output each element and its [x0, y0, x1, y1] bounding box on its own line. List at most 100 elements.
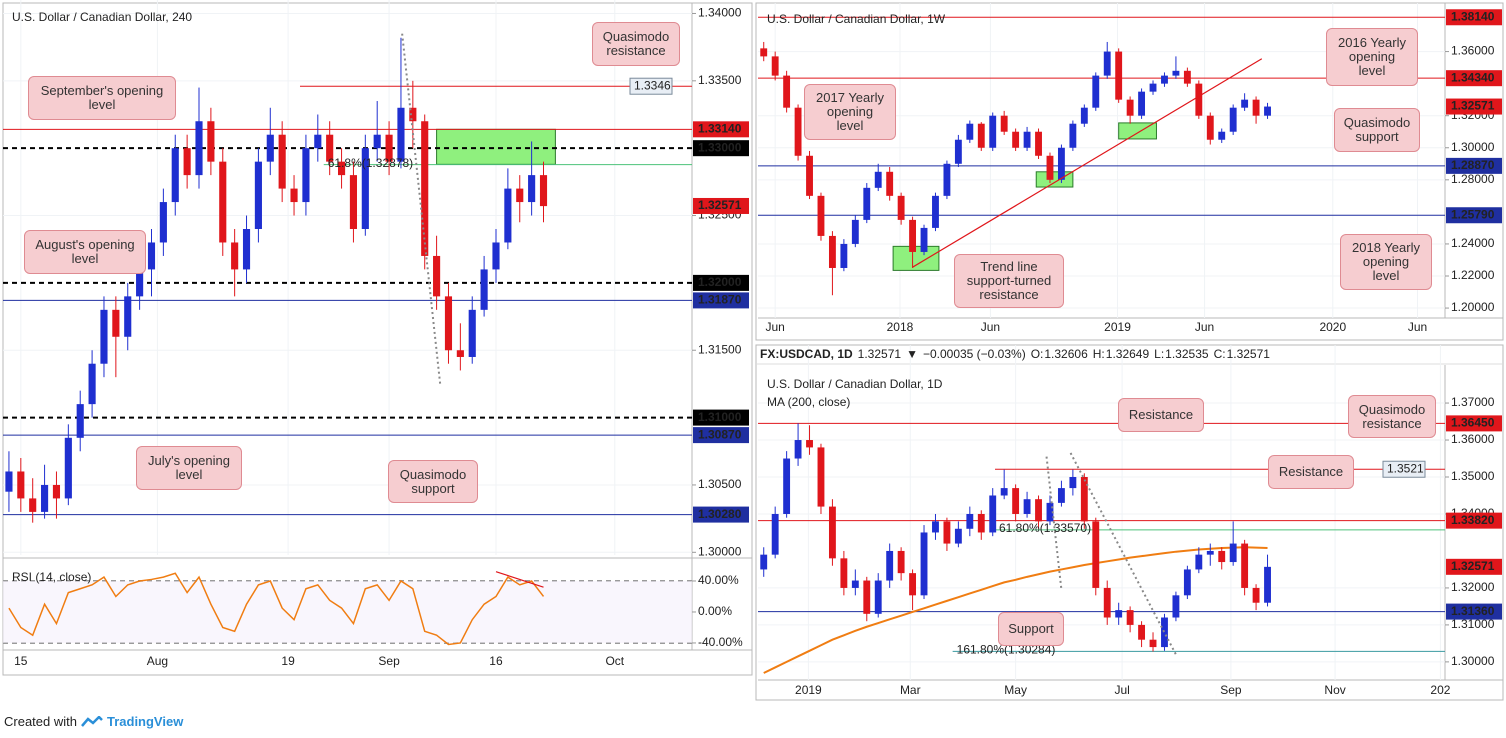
candle-body	[171, 148, 179, 203]
candle-body	[468, 309, 476, 357]
y-tick-label: 1.30500	[698, 477, 742, 491]
candle-body	[943, 163, 951, 196]
callout: Quasimodo resistance	[592, 22, 680, 66]
x-tick-label: Nov	[1324, 683, 1345, 697]
candle-body	[539, 175, 548, 207]
candle-body	[954, 139, 962, 164]
x-tick-label: 2020	[1319, 320, 1346, 334]
candle-body	[1000, 488, 1008, 496]
candle-body	[1069, 123, 1077, 148]
price-tag: 1.3521	[1387, 461, 1424, 475]
candle-body	[840, 243, 848, 268]
candle-body	[492, 242, 500, 270]
candle-body	[909, 219, 917, 252]
price-label: 1.38140	[1451, 9, 1495, 23]
x-tick-label: 2019	[795, 683, 822, 697]
candle-body	[1252, 99, 1260, 116]
level-label: 161.80%(1.30284)	[957, 643, 1056, 657]
candle-body	[977, 513, 985, 533]
price-label: 1.28870	[1451, 158, 1495, 172]
candle-body	[231, 242, 239, 270]
candle-body	[349, 175, 358, 230]
candle-body	[1126, 610, 1134, 625]
candle-body	[52, 484, 61, 499]
candle-body	[863, 580, 871, 614]
plot	[3, 571, 692, 646]
candle-body	[1057, 147, 1065, 180]
candle-body	[100, 309, 108, 364]
header-c: 1.32571	[1227, 347, 1271, 361]
y-tick-label: 1.36000	[1451, 432, 1495, 446]
candle-body	[361, 148, 369, 230]
trend-line	[401, 33, 442, 385]
price-label: 1.32571	[698, 198, 742, 212]
price-label-box	[1446, 415, 1502, 432]
callout: July's opening level	[136, 446, 242, 490]
candle-body	[254, 161, 262, 230]
level-label: 61.80%(1.33570)	[999, 521, 1091, 535]
candle-body	[932, 521, 939, 533]
rsi-line	[8, 572, 545, 646]
candle-body	[966, 513, 974, 529]
callout: Resistance	[1268, 455, 1354, 489]
y-tick-label: 1.30000	[1451, 140, 1495, 154]
candle-body	[480, 269, 488, 310]
candle-body	[1080, 477, 1088, 522]
price-label-box	[693, 121, 749, 138]
candle-body	[897, 550, 905, 574]
candle-body	[760, 554, 768, 570]
price-label-box	[1446, 603, 1502, 620]
callout: Quasimodo support	[1334, 108, 1420, 152]
candle-body	[897, 195, 905, 220]
candle-body	[1138, 624, 1146, 640]
candle-body	[828, 235, 836, 268]
candle-body	[1241, 543, 1249, 588]
candle-body	[1115, 610, 1123, 618]
candle-body	[195, 121, 203, 176]
logo	[81, 715, 103, 727]
candle-body	[1161, 617, 1168, 648]
candle-body	[1035, 131, 1042, 156]
brand[interactable]: TradingView	[106, 714, 184, 729]
price-tag: 1.3346	[634, 78, 671, 92]
candle-body	[989, 495, 997, 533]
candle-body	[76, 404, 84, 438]
price-label: 1.33000	[698, 140, 742, 154]
header-change: −0.00035 (−0.03%)	[923, 347, 1026, 361]
candle-body	[159, 202, 167, 243]
price-label-box	[1446, 207, 1502, 224]
x-tick-label: Jun	[1408, 320, 1427, 334]
price-label-box	[693, 506, 749, 523]
candle-body	[373, 134, 381, 149]
candle-body	[920, 227, 928, 252]
callout: Trend line support-turned resistance	[954, 254, 1064, 308]
x-tick-label: Jun	[765, 320, 784, 334]
price-label-box	[1446, 558, 1502, 575]
candle-body	[302, 148, 310, 203]
x-tick-label: 202	[1430, 683, 1450, 697]
candle-body	[1206, 115, 1214, 140]
callout: Support	[998, 612, 1064, 646]
x-tick-label: 15	[14, 654, 28, 668]
callout: September's opening level	[28, 76, 176, 120]
y-tick-label: 1.20000	[1451, 300, 1495, 314]
y-tick-label: 1.36000	[1451, 44, 1495, 58]
y-tick-label: 1.31000	[1451, 617, 1495, 631]
chart-title: U.S. Dollar / Canadian Dollar, 240	[12, 10, 192, 24]
price-label-box	[1446, 70, 1502, 87]
y-tick-label: 1.28000	[1451, 172, 1495, 186]
trend-line	[1045, 456, 1063, 590]
x-tick-label: 2019	[1104, 320, 1131, 334]
y-tick-label: 1.24000	[1451, 236, 1495, 250]
candle-body	[989, 115, 997, 148]
footer: Created with TradingView	[4, 714, 183, 729]
callout: 2017 Yearly opening level	[804, 84, 896, 140]
x-tick-label: May	[1004, 683, 1027, 697]
x-tick-label: Jun	[1195, 320, 1214, 334]
candle-body	[124, 296, 132, 337]
x-tick-label: 19	[281, 654, 295, 668]
candle-body	[1183, 70, 1191, 84]
candle-body	[1218, 550, 1226, 563]
plot	[758, 345, 1445, 680]
